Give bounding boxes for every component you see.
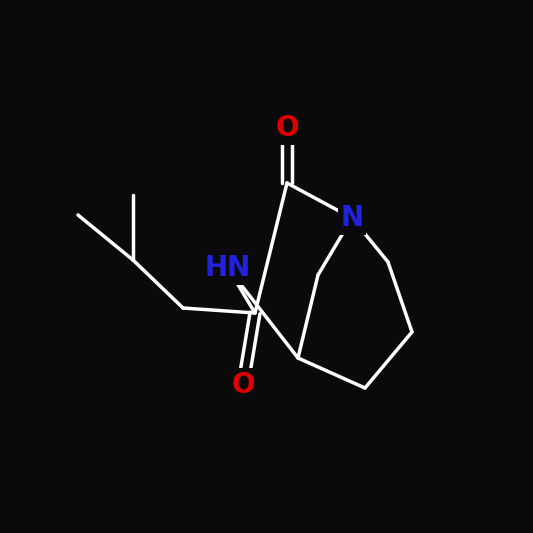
Text: N: N [341,204,364,232]
Text: O: O [231,371,255,399]
Text: O: O [275,114,299,142]
Text: HN: HN [205,254,251,282]
